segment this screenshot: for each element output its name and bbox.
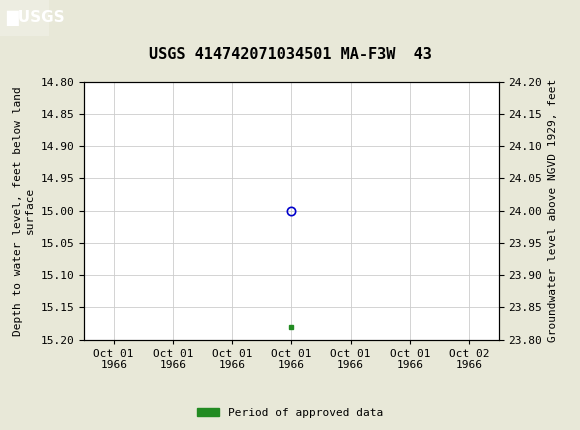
Legend: Period of approved data: Period of approved data — [193, 403, 387, 422]
Y-axis label: Depth to water level, feet below land
surface: Depth to water level, feet below land su… — [13, 86, 35, 335]
Y-axis label: Groundwater level above NGVD 1929, feet: Groundwater level above NGVD 1929, feet — [548, 79, 558, 342]
Text: █USGS: █USGS — [6, 10, 64, 26]
Bar — [0, 0, 49, 36]
Text: USGS 414742071034501 MA-F3W  43: USGS 414742071034501 MA-F3W 43 — [148, 47, 432, 62]
